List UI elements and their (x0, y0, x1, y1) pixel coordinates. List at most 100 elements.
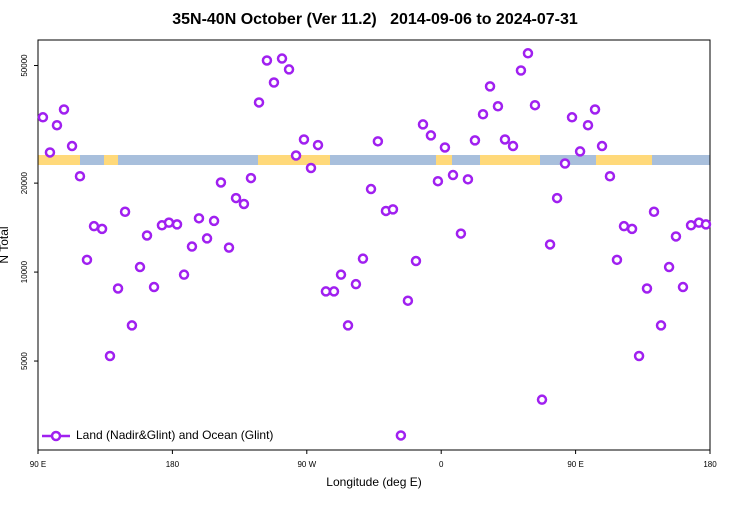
x-tick-label: 90 E (567, 460, 583, 469)
data-point (410, 255, 422, 267)
land-segment (596, 155, 652, 165)
data-point (126, 320, 138, 331)
data-point (342, 320, 354, 331)
data-point (305, 162, 317, 174)
data-point (536, 394, 548, 405)
data-point (574, 146, 586, 157)
land-segment (104, 155, 118, 165)
data-point (529, 99, 541, 111)
data-point (522, 48, 534, 59)
data-point (312, 139, 324, 151)
data-point (655, 320, 667, 331)
data-point (215, 177, 227, 188)
data-point (328, 286, 340, 297)
data-point (298, 134, 310, 145)
data-point (357, 253, 369, 264)
y-tick-label: 50000 (20, 54, 29, 77)
data-point (425, 130, 437, 141)
data-point (492, 101, 504, 112)
data-point (641, 283, 653, 294)
data-point (677, 281, 689, 293)
data-point (119, 206, 131, 218)
data-point (96, 223, 108, 235)
data-point (335, 269, 347, 280)
data-point (663, 261, 675, 273)
data-point (626, 223, 638, 235)
data-point (462, 174, 474, 185)
data-point (58, 104, 70, 115)
data-point (74, 170, 86, 182)
data-point (104, 350, 116, 362)
data-point (439, 142, 451, 153)
x-tick-label: 0 (439, 460, 444, 469)
data-point (261, 55, 273, 66)
y-tick-label: 20000 (20, 171, 29, 194)
data-point (670, 231, 682, 242)
x-axis-label: Longitude (deg E) (326, 475, 421, 489)
data-point (372, 136, 384, 147)
data-point (148, 281, 160, 293)
x-tick-label: 90 E (30, 460, 46, 469)
y-tick-label: 5000 (20, 352, 29, 370)
data-point (402, 295, 414, 306)
data-point (178, 269, 190, 280)
data-point (276, 53, 288, 64)
data-point (365, 183, 377, 195)
x-tick-label: 90 W (297, 460, 316, 469)
data-point (268, 77, 280, 88)
data-point (604, 170, 616, 182)
data-point (507, 140, 519, 152)
legend-marker (50, 430, 62, 442)
data-point (589, 104, 601, 115)
data-point (432, 175, 444, 187)
data-point (469, 135, 481, 146)
data-point (238, 198, 250, 210)
data-point (201, 233, 213, 244)
land-segment (480, 155, 540, 165)
data-point (633, 350, 645, 362)
data-point (186, 241, 198, 252)
data-point (51, 119, 63, 131)
data-point (290, 150, 302, 161)
data-point (648, 206, 660, 218)
data-point (417, 119, 429, 130)
ocean-strip (38, 155, 710, 165)
data-point (208, 215, 220, 227)
data-point (283, 64, 295, 75)
data-point (88, 220, 100, 232)
data-point (596, 140, 608, 152)
land-ocean-strip (38, 155, 710, 165)
data-point (455, 228, 467, 239)
data-point (582, 119, 594, 131)
data-point (515, 65, 527, 76)
data-point (387, 204, 399, 215)
data-point (477, 109, 489, 120)
data-point (350, 278, 362, 290)
data-point (81, 254, 93, 266)
data-point (551, 192, 563, 204)
data-point (395, 430, 407, 441)
chart-title: 35N-40N October (Ver 11.2) 2014-09-06 to… (172, 11, 578, 28)
x-tick-label: 180 (166, 460, 180, 469)
data-point (163, 217, 175, 228)
data-point (112, 283, 124, 294)
data-point (618, 220, 630, 232)
data-point (484, 81, 496, 92)
data-point (171, 219, 183, 230)
y-axis-label: N Total (0, 226, 11, 263)
data-point (320, 286, 332, 297)
data-point (230, 192, 242, 204)
data-point (499, 134, 511, 145)
land-segment (436, 155, 452, 165)
data-point (566, 112, 578, 123)
data-point (223, 242, 235, 253)
data-point (37, 112, 49, 123)
data-point (193, 213, 205, 224)
data-point (141, 230, 153, 241)
data-point (447, 169, 459, 181)
data-point (559, 158, 571, 169)
data-point (245, 172, 257, 184)
data-point (544, 239, 556, 250)
